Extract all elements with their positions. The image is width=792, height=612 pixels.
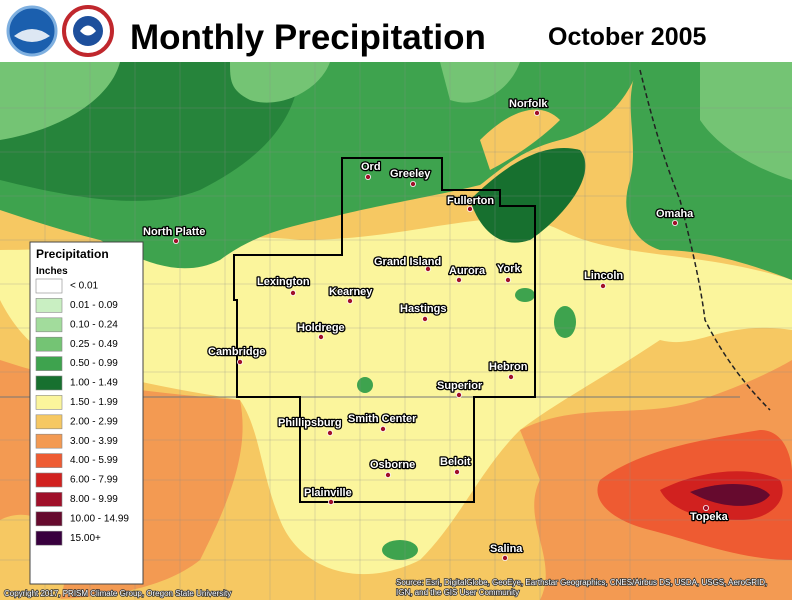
legend-label: 0.50 - 0.99	[70, 358, 118, 369]
city-dot	[364, 173, 371, 180]
city-dot	[507, 373, 514, 380]
city-dot	[172, 237, 179, 244]
city-label: Superior	[437, 380, 483, 392]
legend-label: 15.00+	[70, 533, 101, 544]
city-dot	[317, 333, 324, 340]
copyright: Copyright 2017, PRISM Climate Group, Ore…	[4, 589, 231, 598]
city-label: Lincoln	[584, 270, 623, 282]
logos	[6, 5, 114, 57]
city-dot	[379, 425, 386, 432]
city-label: Hebron	[489, 361, 528, 373]
legend: Precipitation Inches < 0.01 0.01 - 0.09 0.…	[29, 241, 144, 585]
city-dot	[600, 282, 607, 289]
city-label: Fullerton	[447, 195, 494, 207]
city-label: Ord	[361, 161, 381, 173]
legend-label: 4.00 - 5.99	[70, 455, 118, 466]
city-label: Norfolk	[509, 98, 548, 110]
city-dot	[453, 468, 460, 475]
city-dot	[455, 276, 462, 283]
city-dot	[409, 180, 416, 187]
city-label: Beloit	[440, 456, 471, 468]
legend-units: Inches	[36, 266, 68, 277]
source-line: IGN, and the GIS User Community	[396, 588, 519, 597]
legend-title: Precipitation	[36, 247, 109, 261]
legend-swatch	[35, 453, 63, 468]
date: October 2005	[548, 23, 707, 51]
legend-swatch	[35, 317, 63, 333]
city-label: North Platte	[143, 226, 205, 238]
legend-swatch	[35, 395, 63, 410]
legend-swatch	[35, 298, 63, 313]
city-dot	[466, 205, 473, 212]
legend-swatch	[35, 511, 63, 527]
city-label: Hastings	[400, 303, 446, 315]
city-label: Topeka	[690, 511, 729, 523]
legend-label: 0.01 - 0.09	[70, 300, 118, 311]
city-label: Holdrege	[297, 322, 345, 334]
city-dot	[672, 219, 679, 226]
legend-label: 6.00 - 7.99	[70, 475, 118, 486]
city-label: Greeley	[390, 168, 431, 180]
legend-label: 8.00 - 9.99	[70, 494, 118, 505]
legend-label: 2.00 - 2.99	[70, 416, 118, 427]
legend-label: 3.00 - 3.99	[70, 436, 118, 447]
legend-label: 1.50 - 1.99	[70, 397, 118, 408]
legend-swatch	[35, 356, 63, 371]
source-line: Source: Esri, DigitalGlobe, GeoEye, Eart…	[396, 578, 767, 587]
legend-label: 1.00 - 1.49	[70, 378, 118, 389]
city-dot	[236, 358, 243, 365]
title: Monthly Precipitation	[130, 18, 486, 57]
city-dot	[455, 391, 462, 398]
legend-swatch	[35, 472, 63, 488]
city-dot	[421, 315, 428, 322]
city-label: Lexington	[257, 276, 310, 288]
legend-label: 0.10 - 0.24	[70, 319, 118, 330]
city-label: Aurora	[449, 265, 486, 277]
legend-swatch	[35, 414, 63, 430]
city-dot	[501, 555, 508, 562]
city-dot	[289, 289, 296, 296]
city-label: Phillipsburg	[278, 417, 342, 429]
legend-swatch	[35, 375, 63, 391]
city-dot	[327, 498, 334, 505]
city-label: Salina	[490, 543, 523, 555]
city-label: Grand Island	[374, 256, 441, 268]
legend-swatch	[35, 530, 63, 546]
city-label: York	[497, 263, 522, 275]
legend-swatch	[35, 492, 63, 507]
legend-swatch	[35, 278, 63, 294]
city-label: Plainville	[304, 487, 352, 499]
legend-label: 10.00 - 14.99	[70, 513, 129, 524]
cities: Norfolk Ord Greeley Fullerton Omaha North Pla…	[142, 97, 730, 562]
city-label: Osborne	[370, 459, 415, 471]
city-label: Cambridge	[208, 346, 265, 358]
legend-swatch	[35, 336, 63, 352]
city-label: Omaha	[656, 208, 694, 220]
legend-label: 0.25 - 0.49	[70, 339, 118, 350]
city-dot	[384, 471, 391, 478]
city-label: Kearney	[329, 286, 373, 298]
legend-swatch	[35, 433, 63, 449]
legend-label: < 0.01	[70, 281, 99, 292]
city-label: Smith Center	[348, 413, 417, 425]
city-dot	[504, 276, 511, 283]
city-dot	[346, 297, 353, 304]
city-dot	[326, 429, 333, 436]
city-dot	[703, 504, 710, 511]
city-dot	[424, 265, 431, 272]
city-dot	[534, 110, 541, 117]
